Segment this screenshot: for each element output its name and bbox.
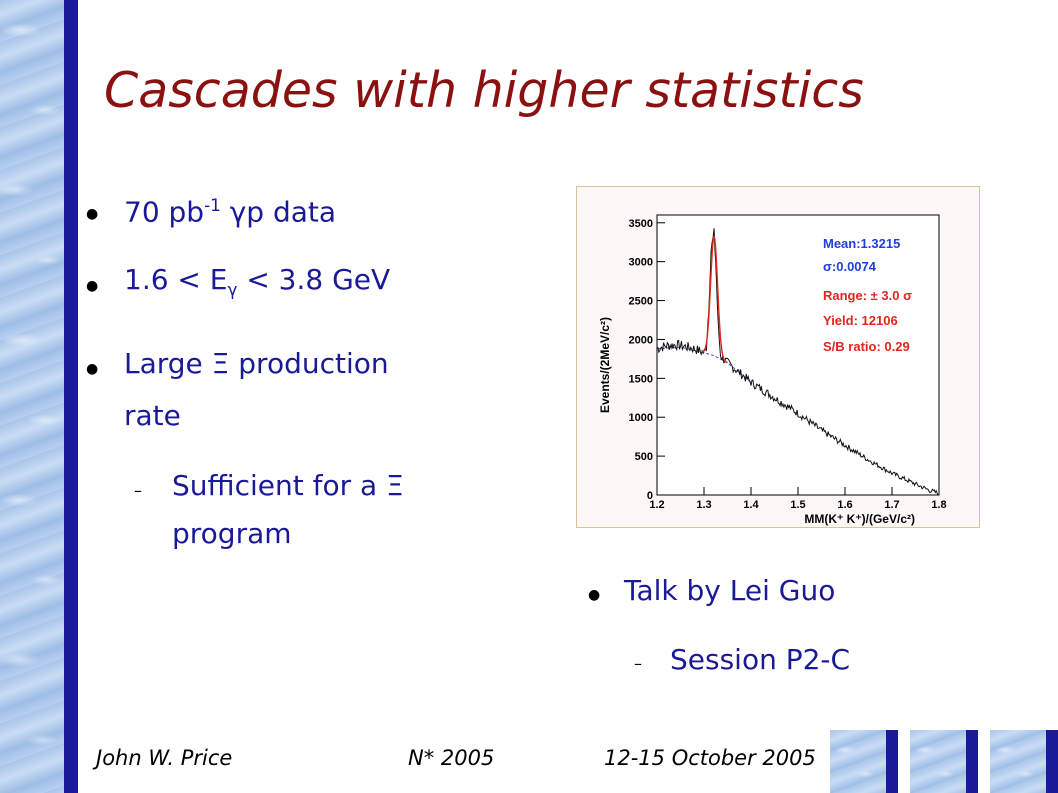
legend-sb-ratio: S/B ratio: 0.29 [823, 339, 910, 354]
signal-fit-line [701, 235, 728, 364]
y-tick-label: 2000 [629, 334, 653, 346]
bullet-production-rate-line1: Large Ξ production [124, 347, 389, 380]
legend-range: Range: ± 3.0 σ [823, 288, 912, 303]
slide-title: Cascades with higher statistics [104, 62, 864, 119]
sub-bullet-marker: – [134, 481, 142, 500]
legend-sigma: σ:0.0074 [823, 259, 877, 274]
sidebar-background [0, 0, 64, 793]
x-tick-label: 1.2 [649, 499, 664, 511]
footer-conference: N* 2005 [408, 746, 495, 770]
histogram-chart: 1.2 1.3 1.4 1.5 1.6 1.7 1.8 0 500 1000 1500 2000 250… [598, 214, 947, 526]
x-tick-label: 1.5 [790, 499, 805, 511]
sub-bullet-program-line2: program [172, 517, 292, 550]
x-tick-label: 1.6 [837, 499, 852, 511]
plot-frame [656, 214, 940, 496]
corner-tile [990, 730, 1046, 793]
background-fit-line [656, 346, 752, 383]
bullet-marker: ● [86, 361, 99, 377]
y-tick-label: 2500 [629, 296, 653, 308]
corner-tile [830, 730, 886, 793]
y-tick-label: 0 [647, 490, 653, 502]
corner-tile-bar [1046, 730, 1058, 793]
sidebar-accent-bar [64, 0, 78, 793]
x-tick-label: 1.8 [931, 499, 946, 511]
y-tick-label: 1000 [629, 412, 653, 424]
corner-tile-bar [886, 730, 898, 793]
corner-tile [910, 730, 966, 793]
sub-bullet-marker: – [634, 654, 642, 673]
bullet-marker: ● [86, 206, 99, 222]
y-axis-label: Events/(2MeV/c²) [598, 317, 612, 413]
legend-mean: Mean:1.3215 [823, 236, 900, 251]
bullet-luminosity: 70 pb-1 γp data [124, 195, 337, 229]
footer-date: 12-15 October 2005 [604, 746, 816, 770]
y-tick-label: 3000 [629, 257, 653, 269]
y-tick-label: 3500 [629, 218, 653, 230]
bullet-marker: ● [588, 587, 601, 603]
bullet-production-rate-line2: rate [124, 399, 181, 432]
legend-yield: Yield: 12106 [823, 313, 898, 328]
x-tick-label: 1.3 [696, 499, 711, 511]
bullet-talk: Talk by Lei Guo [624, 574, 836, 607]
corner-tile-bar [966, 730, 978, 793]
y-tick-label: 500 [635, 451, 653, 463]
bullet-marker: ● [86, 278, 99, 294]
x-tick-label: 1.7 [884, 499, 899, 511]
y-tick-label: 1500 [629, 373, 653, 385]
sub-bullet-session: Session P2-C [670, 643, 851, 676]
x-tick-label: 1.4 [743, 499, 759, 511]
footer-author: John W. Price [96, 746, 233, 770]
sub-bullet-program-line1: Sufficient for a Ξ [172, 469, 404, 502]
x-axis-label: MM(K⁺ K⁺)/(GeV/c²) [804, 512, 915, 526]
bullet-energy-range: 1.6 < Eγ < 3.8 GeV [124, 263, 391, 300]
histogram-figure: 1.2 1.3 1.4 1.5 1.6 1.7 1.8 0 500 1000 1500 2000 250… [576, 186, 980, 528]
